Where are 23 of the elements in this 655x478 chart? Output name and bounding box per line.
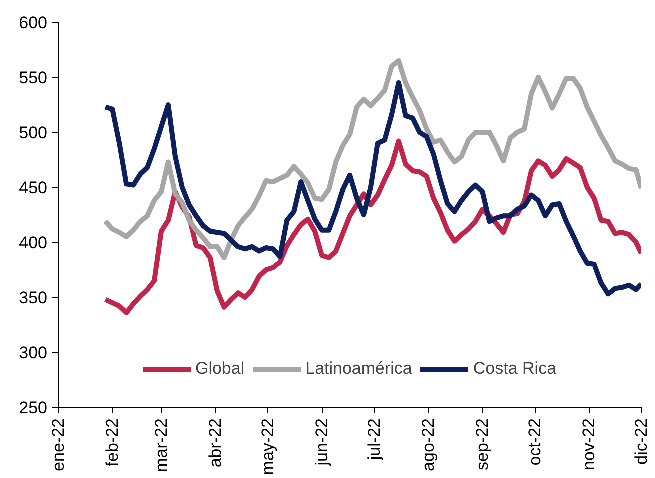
legend-label: Latinoamérica <box>306 359 412 379</box>
y-tick-label: 250 <box>19 398 48 418</box>
y-tick-label: 400 <box>19 234 48 252</box>
legend-label: Global <box>195 359 245 379</box>
x-tick-label: abr-22 <box>206 418 226 468</box>
x-tick-label: mar-22 <box>152 418 171 472</box>
y-tick-label: 550 <box>19 68 48 88</box>
x-tick-label: sep-22 <box>473 418 492 470</box>
y-tick-label: 350 <box>19 288 48 308</box>
x-tick-label: oct-22 <box>526 418 545 466</box>
x-tick-label: jul-22 <box>364 418 384 462</box>
legend-label: Costa Rica <box>473 359 557 379</box>
x-tick-label: ago-22 <box>419 418 438 472</box>
y-tick-label: 600 <box>19 14 48 32</box>
x-tick-label: dic-22 <box>632 418 651 465</box>
x-tick-label: jun-22 <box>312 418 332 467</box>
y-tick-label: 500 <box>19 124 48 142</box>
x-tick-label: nov-22 <box>580 418 599 470</box>
x-tick-label: feb-22 <box>103 418 122 467</box>
x-tick-label: may-22 <box>258 418 278 476</box>
x-tick-label: ene-22 <box>49 418 68 472</box>
y-tick-label: 300 <box>19 344 48 362</box>
y-tick-label: 450 <box>19 178 48 198</box>
